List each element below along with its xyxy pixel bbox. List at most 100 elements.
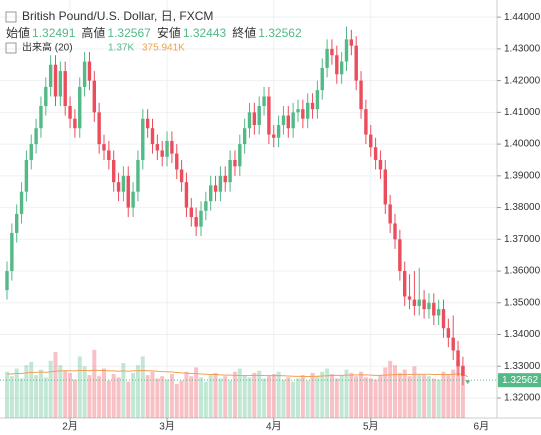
candle-body [175,153,179,170]
volume-bar [34,375,39,418]
candle-body [228,159,232,183]
x-tick-label: 6月 [474,421,490,433]
volume-bar [354,376,359,418]
collapse-button[interactable] [5,42,17,54]
candle-body [194,217,198,227]
candle-body [160,150,164,157]
candle-body [48,64,53,87]
legend-name: 安値 [157,25,181,40]
volume-bar [174,383,179,418]
volume-bar [242,375,247,418]
volume-bar [344,369,349,418]
volume-bar [310,372,315,418]
candle-body [451,337,455,351]
candle-body [301,109,305,119]
volume-bar [169,374,174,418]
candle-body [199,210,203,227]
candle-body [466,380,470,383]
volume-bar [441,371,446,418]
candle-body [383,169,387,205]
candle-body [354,45,358,81]
candle-body [121,175,126,192]
volume-bar [72,379,77,418]
candle-body [446,328,451,338]
volume-bar [305,380,310,418]
candle-body [310,102,315,110]
candle-body [393,223,397,240]
volume-label: 出来高 (20) [22,41,73,54]
volume-bar [150,371,155,418]
y-tick-label: 1.36000 [504,266,541,277]
volume-bar [140,356,145,418]
candle-body [10,232,14,272]
volume-bar [373,379,378,418]
volume-bar [388,360,393,418]
candle-body [291,112,295,129]
y-tick-label: 1.40000 [504,139,541,150]
candle-body [87,61,92,81]
volume-bar [232,371,237,418]
volume-bar [5,371,9,418]
volume-bar [402,369,407,418]
candle-body [179,169,184,183]
y-tick-label: 1.35000 [504,297,541,308]
volume-bar [446,375,451,418]
candle-body [165,140,169,157]
volume-bar [24,365,29,418]
volume-bar [320,371,325,418]
candle-body [320,67,324,91]
candle-body [281,115,286,126]
candle-body [441,309,446,329]
volume-bar [38,369,43,418]
volume-bar [276,371,281,418]
volume-bar [300,375,305,418]
volume-bar [228,380,233,418]
volume-bar [126,381,131,418]
candle-body [369,134,373,148]
candle-body [233,159,237,167]
volume-bar [339,375,344,418]
candle-body [78,86,82,129]
volume-bar [102,368,106,418]
candle-body [53,64,58,97]
collapse-button[interactable] [5,11,17,23]
candle-body [218,175,223,192]
candle-body [335,55,339,75]
candle-body [330,48,334,56]
candle-body [456,350,460,367]
y-tick-label: 1.33000 [504,361,541,372]
candle-body [436,309,441,316]
legend-value: 1.32491 [32,26,76,40]
candle-body [422,299,426,310]
candle-body [359,80,363,110]
legend-value: 1.32562 [258,26,302,40]
volume-bar [194,367,199,418]
candle-body [39,106,43,129]
volume-bar [325,368,330,418]
candle-body [252,112,257,126]
volume-bar [82,366,87,418]
volume-bar [111,374,116,418]
volume-bar [116,377,121,418]
candle-body [82,61,87,87]
volume-bar [106,380,111,418]
candle-body [184,182,189,208]
volume-bar [281,379,286,418]
y-tick-label: 1.43000 [504,44,541,55]
volume-bar [407,376,412,418]
candle-body [398,239,402,272]
candle-body [242,128,247,145]
volume-bar [368,378,373,418]
candle-body [223,175,227,183]
y-tick-label: 1.39000 [504,170,541,181]
volume-bar [77,356,82,418]
candle-body [141,118,145,160]
volume-bar [68,372,73,418]
x-tick-label: 4月 [266,421,282,433]
volume-bar [165,379,170,418]
candle-body [403,271,407,297]
volume-ma-line [7,369,468,378]
y-tick-label: 1.41000 [504,107,541,118]
y-tick-label: 1.44000 [504,12,541,23]
